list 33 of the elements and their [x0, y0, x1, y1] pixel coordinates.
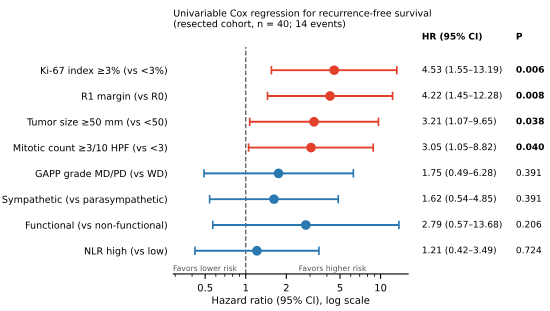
y-tick-label: Ki-67 index ≥3% (vs <3%) — [41, 66, 167, 76]
text: 2.79 (0.57–13.68) — [422, 220, 502, 229]
text: 1.75 (0.49–6.28) — [422, 169, 496, 178]
x-tick-label: 0.5 — [198, 284, 212, 292]
y-tick-label: GAPP grade MD/PD (vs WD) — [36, 170, 167, 180]
x-axis-title: Hazard ratio (95% CI), log scale — [212, 296, 370, 306]
text: 0.038 — [516, 118, 544, 124]
y-tick-label: R1 margin (vs R0) — [82, 92, 167, 102]
x-tick-label: 5 — [338, 284, 342, 292]
x-tick-label: 10 — [375, 284, 386, 292]
text: HR (95% CI) — [422, 32, 482, 41]
y-tick-label: Tumor size ≥50 mm (vs <50) — [26, 118, 167, 127]
text: 0.206 — [516, 220, 542, 228]
x-tick-label: 1 — [244, 284, 248, 292]
text: 4.53 (1.55–13.19) — [422, 66, 502, 74]
y-tick-label: Mitotic count ≥3/10 HPF (vs <3) — [14, 144, 167, 152]
text: 1.62 (0.54–4.85) — [422, 194, 496, 203]
text: 0.724 — [516, 246, 542, 254]
y-tick-label: Sympathetic (vs parasympathetic) — [2, 196, 167, 205]
text: 0.008 — [516, 92, 544, 99]
y-tick-label: NLR high (vs low) — [84, 247, 167, 256]
text: 0.391 — [516, 194, 541, 202]
text: 0.391 — [516, 169, 541, 176]
text: 3.05 (1.05–8.82) — [422, 143, 496, 152]
text: 3.21 (1.07–9.65) — [422, 117, 496, 126]
text: 0.006 — [516, 66, 544, 73]
chart-title: Univariable Cox regression for recurrence-free survival (resected cohort, n = 40; 14 events) — [174, 9, 431, 28]
text: P — [516, 32, 522, 40]
text: 0.040 — [516, 143, 544, 150]
text: 4.22 (1.45–12.28) — [422, 92, 502, 100]
x-tick-label: 2 — [284, 284, 289, 292]
y-tick-label: Functional (vs non-functional) — [26, 221, 167, 230]
text: 1.21 (0.42–3.49) — [422, 246, 496, 254]
